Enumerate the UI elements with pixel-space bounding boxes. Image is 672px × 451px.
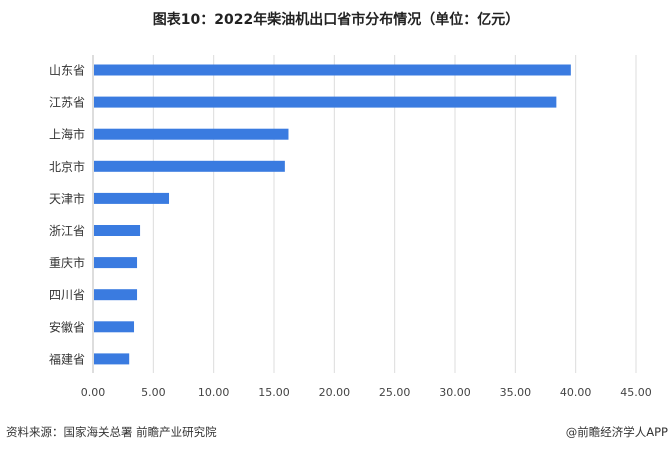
bar-天津市	[94, 192, 170, 204]
x-tick-label: 10.00	[198, 386, 230, 399]
x-tick-label: 20.00	[319, 386, 351, 399]
x-tick-label: 5.00	[141, 386, 166, 399]
y-category-label: 浙江省	[49, 224, 85, 238]
bar-山东省	[94, 64, 571, 76]
y-category-label: 福建省	[49, 351, 85, 366]
bar-浙江省	[94, 225, 141, 236]
y-category-label: 安徽省	[49, 319, 85, 334]
y-category-label: 江苏省	[49, 96, 85, 110]
x-tick-label: 15.00	[258, 386, 290, 399]
x-tick-label: 25.00	[379, 386, 411, 399]
chart-title: 图表10：2022年柴油机出口省市分布情况（单位：亿元）	[152, 12, 520, 28]
x-tick-label: 0.00	[81, 386, 106, 399]
source-note: 资料来源：国家海关总署 前瞻产业研究院	[6, 425, 217, 439]
bar-安徽省	[94, 321, 135, 333]
y-category-label: 天津市	[49, 191, 85, 206]
credit-note: @前瞻经济学人APP	[565, 425, 668, 439]
bar-北京市	[94, 160, 285, 172]
y-category-label: 重庆市	[49, 255, 85, 270]
x-tick-label: 40.00	[560, 386, 592, 399]
y-category-label: 山东省	[49, 64, 85, 78]
bar-江苏省	[94, 96, 557, 108]
y-category-label: 上海市	[49, 127, 85, 142]
x-tick-label: 45.00	[620, 386, 652, 399]
bar-重庆市	[94, 257, 138, 269]
bar-福建省	[94, 353, 130, 365]
bar-上海市	[94, 128, 289, 140]
y-category-label: 四川省	[49, 288, 85, 302]
x-tick-label: 35.00	[500, 386, 532, 399]
bar-四川省	[94, 289, 138, 301]
x-tick-label: 30.00	[439, 386, 471, 399]
y-category-label: 北京市	[49, 159, 85, 174]
